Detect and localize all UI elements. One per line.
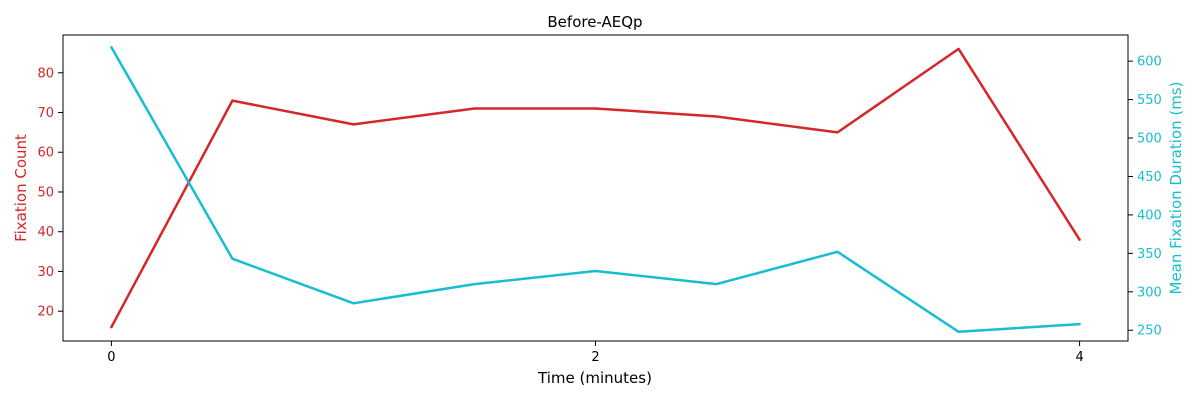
series-line-fixation-count <box>110 47 1081 329</box>
y-axis-left: 20 30 40 50 60 70 80 <box>37 66 63 320</box>
y-right-tick-label: 350 <box>1137 247 1162 262</box>
y-right-tick-label: 300 <box>1137 285 1162 300</box>
y-right-tick-label: 400 <box>1137 208 1162 223</box>
y-left-tick-label: 50 <box>37 185 54 200</box>
y-axis-left-title: Fixation Count <box>12 134 30 242</box>
y-left-tick-label: 40 <box>37 225 54 240</box>
y-left-tick-label: 30 <box>37 265 54 280</box>
plot-frame <box>62 34 1129 342</box>
x-tick-label: 0 <box>107 350 115 365</box>
y-left-tick-label: 20 <box>37 305 54 320</box>
y-right-tick-label: 450 <box>1137 170 1162 185</box>
series-layer <box>110 46 1081 334</box>
y-axis-right: 250 300 350 400 450 500 550 600 <box>1128 55 1162 339</box>
y-left-tick-label: 70 <box>37 106 54 121</box>
y-right-tick-label: 250 <box>1137 324 1162 339</box>
x-axis: 0 2 4 <box>107 341 1084 365</box>
chart-title: Before-AEQp <box>547 13 642 31</box>
series-line-mean-fixation-duration <box>110 46 1081 334</box>
y-right-tick-label: 550 <box>1137 93 1162 108</box>
y-left-tick-label: 60 <box>37 146 54 161</box>
y-left-tick-label: 80 <box>37 66 54 81</box>
y-right-tick-label: 600 <box>1137 55 1162 70</box>
x-axis-title: Time (minutes) <box>537 369 652 387</box>
x-tick-label: 4 <box>1075 350 1083 365</box>
x-tick-label: 2 <box>591 350 599 365</box>
y-right-tick-label: 500 <box>1137 132 1162 147</box>
y-axis-right-title: Mean Fixation Duration (ms) <box>1167 82 1185 295</box>
